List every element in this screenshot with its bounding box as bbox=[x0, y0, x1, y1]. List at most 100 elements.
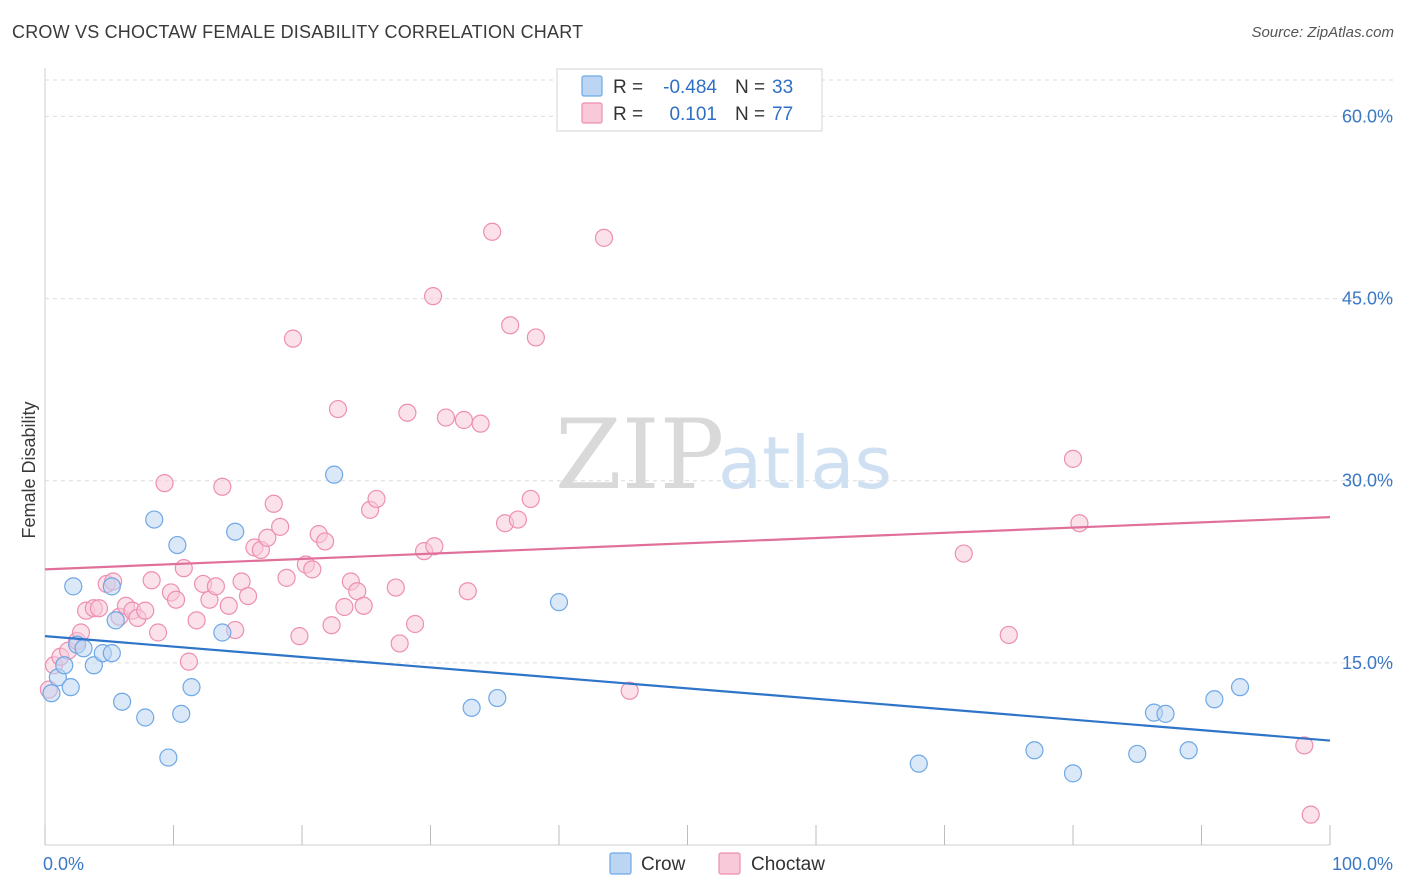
crow-point-20 bbox=[226, 522, 245, 541]
crow-point-6 bbox=[74, 639, 93, 658]
choctaw-point-49 bbox=[354, 596, 373, 615]
choctaw-point-37 bbox=[277, 568, 296, 587]
stats-choctaw-n-value: 77 bbox=[772, 104, 793, 125]
choctaw-point-52 bbox=[386, 578, 405, 597]
watermark: ZIP atlas bbox=[555, 399, 892, 511]
choctaw-point-20 bbox=[166, 590, 186, 609]
crow-point-27 bbox=[1063, 764, 1083, 783]
choctaw-point-53 bbox=[390, 634, 409, 653]
choctaw-point-15 bbox=[136, 601, 155, 620]
crow-point-17 bbox=[172, 704, 191, 723]
crow-point-19 bbox=[213, 623, 232, 642]
choctaw-point-46 bbox=[335, 597, 354, 617]
source-label: Source: ZipAtlas.com bbox=[1251, 24, 1394, 41]
choctaw-point-26 bbox=[206, 577, 226, 596]
choctaw-point-16 bbox=[142, 571, 161, 590]
choctaw-point-21 bbox=[174, 559, 193, 578]
legend-crow-label: Crow bbox=[641, 854, 686, 875]
choctaw-point-67 bbox=[521, 489, 540, 509]
choctaw-point-76 bbox=[1301, 805, 1320, 824]
crow-point-24 bbox=[488, 688, 507, 708]
crow-point-15 bbox=[159, 748, 178, 767]
crow-point-4 bbox=[64, 577, 83, 596]
crow-point-16 bbox=[168, 535, 187, 555]
choctaw-point-70 bbox=[620, 681, 639, 700]
crow-point-23 bbox=[462, 698, 481, 717]
crow-trend-line bbox=[44, 635, 1331, 742]
choctaw-point-39 bbox=[290, 627, 309, 646]
stats-choctaw-n-label: N = bbox=[735, 104, 765, 125]
axes bbox=[44, 68, 1331, 846]
choctaw-point-23 bbox=[187, 611, 206, 630]
stats-legend: R = -0.484 N = 33 R = 0.101 N = 77 bbox=[556, 68, 823, 132]
legend-choctaw-label: Choctaw bbox=[751, 854, 825, 875]
x-tick-label-1: 100.0% bbox=[1332, 854, 1393, 874]
watermark-zip: ZIP bbox=[555, 399, 724, 511]
stats-choctaw-r-label: R = bbox=[613, 104, 643, 125]
crow-point-7 bbox=[84, 656, 103, 675]
crow-point-13 bbox=[136, 708, 155, 727]
crow-point-14 bbox=[145, 510, 164, 529]
stats-crow-n-label: N = bbox=[735, 77, 765, 98]
choctaw-point-51 bbox=[367, 489, 386, 509]
stats-legend-crow-swatch bbox=[581, 75, 603, 97]
crow-point-32 bbox=[1205, 690, 1224, 709]
crow-point-9 bbox=[102, 644, 121, 663]
crow-point-2 bbox=[55, 656, 74, 675]
choctaw-point-28 bbox=[219, 596, 238, 615]
choctaw-point-66 bbox=[508, 510, 527, 529]
choctaw-point-72 bbox=[999, 625, 1018, 645]
choctaw-point-69 bbox=[594, 228, 614, 247]
crow-point-3 bbox=[61, 678, 80, 697]
y-tick-label-2: 45.0% bbox=[1342, 289, 1393, 309]
stats-legend-choctaw-swatch bbox=[581, 102, 603, 124]
choctaw-point-43 bbox=[316, 532, 335, 551]
crow-point-11 bbox=[102, 577, 121, 596]
y-tick-label-1: 30.0% bbox=[1342, 471, 1393, 491]
crow-point-22 bbox=[549, 593, 569, 612]
choctaw-point-41 bbox=[303, 560, 322, 579]
choctaw-point-8 bbox=[89, 599, 109, 618]
choctaw-point-62 bbox=[471, 414, 490, 433]
choctaw-point-18 bbox=[155, 474, 174, 493]
crow-points bbox=[42, 465, 1250, 783]
choctaw-point-71 bbox=[954, 544, 973, 563]
choctaw-point-63 bbox=[483, 222, 502, 241]
choctaw-point-27 bbox=[213, 477, 232, 496]
chart-title: CROW VS CHOCTAW FEMALE DISABILITY CORREL… bbox=[12, 22, 584, 42]
crow-point-25 bbox=[909, 754, 928, 773]
choctaw-point-22 bbox=[179, 652, 199, 671]
choctaw-point-17 bbox=[148, 623, 168, 642]
crow-point-30 bbox=[1156, 704, 1175, 723]
choctaw-point-68 bbox=[526, 328, 545, 347]
crow-point-12 bbox=[112, 692, 132, 711]
choctaw-point-65 bbox=[501, 316, 520, 335]
crow-point-0 bbox=[42, 684, 61, 703]
choctaw-point-73 bbox=[1063, 449, 1083, 468]
choctaw-point-60 bbox=[454, 410, 474, 430]
crow-point-21 bbox=[325, 465, 344, 484]
crow-point-10 bbox=[106, 611, 125, 630]
stats-crow-n-value: 33 bbox=[772, 77, 793, 98]
choctaw-point-38 bbox=[283, 329, 303, 348]
crow-point-26 bbox=[1025, 741, 1044, 760]
legend-crow-swatch bbox=[609, 852, 632, 875]
choctaw-point-57 bbox=[425, 537, 444, 556]
stats-crow-r-value: -0.484 bbox=[663, 77, 717, 98]
choctaw-point-54 bbox=[398, 403, 417, 422]
choctaw-point-36 bbox=[271, 517, 290, 536]
crow-point-28 bbox=[1128, 744, 1147, 764]
choctaw-point-44 bbox=[322, 616, 341, 635]
choctaw-point-58 bbox=[423, 287, 443, 306]
choctaw-point-31 bbox=[238, 586, 258, 606]
x-tick-label-0: 0.0% bbox=[43, 854, 84, 874]
choctaw-trend-line bbox=[44, 516, 1331, 571]
stats-crow-r-label: R = bbox=[613, 77, 643, 98]
choctaw-point-45 bbox=[328, 399, 348, 419]
crow-point-33 bbox=[1230, 678, 1250, 697]
choctaw-point-59 bbox=[436, 408, 456, 427]
choctaw-point-35 bbox=[264, 494, 283, 513]
choctaw-point-61 bbox=[458, 582, 477, 601]
series-legend: Crow Choctaw bbox=[609, 852, 825, 875]
